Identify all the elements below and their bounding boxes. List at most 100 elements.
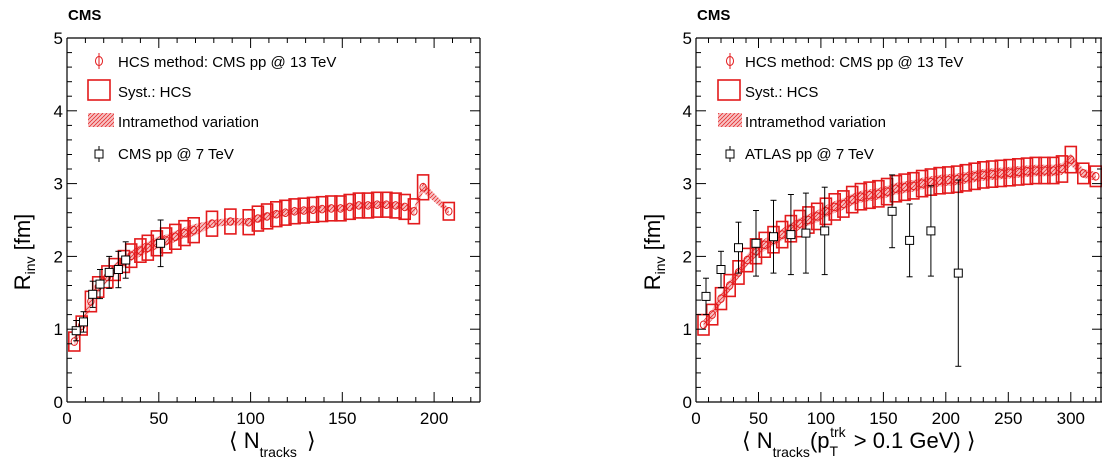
left-y-tick-label: 3 [54, 175, 63, 194]
right-ref-point-7 [820, 226, 830, 236]
left-hcs-point-16 [226, 217, 235, 226]
right-x-tick-label: 300 [1057, 409, 1085, 428]
right-y-tick-label: 4 [683, 102, 692, 121]
right-y-tick-label: 3 [683, 175, 692, 194]
left-syst-box-34 [398, 193, 412, 221]
right-legend-hcs: HCS method: CMS pp @ 13 TeV [745, 54, 963, 71]
right-legend-variation: Intramethod variation [745, 114, 886, 131]
left-y-tick-label: 1 [54, 320, 63, 339]
left-hcs-point-35 [410, 207, 418, 216]
right-ref-point-11 [953, 268, 963, 278]
right-hcs-point-32 [979, 170, 987, 180]
left-syst-box-22 [288, 198, 301, 225]
left-y-tick-label: 5 [54, 29, 63, 48]
right-ref-point-10 [926, 226, 936, 236]
left-syst-box-14 [187, 217, 200, 244]
right-ref-point-0 [701, 291, 711, 301]
left-y-tick-label: 4 [54, 102, 63, 121]
right-x-tick-label: 150 [869, 409, 897, 428]
right-syst-box-43 [1077, 162, 1090, 185]
left-y-tick-label: 0 [54, 393, 63, 412]
right-hcs-point-33 [988, 169, 996, 179]
right-hcs-point-21 [883, 187, 891, 196]
right-legend-variation-marker [718, 113, 742, 127]
right-hcs-point-17 [848, 195, 856, 204]
left-ref-point-4 [104, 267, 114, 277]
left-syst-box-36 [416, 174, 430, 201]
left-syst-box-33 [389, 192, 402, 219]
right-hcs-point-36 [1014, 167, 1022, 177]
left-syst-box-35 [407, 198, 421, 225]
right-ref-point-1 [716, 265, 726, 274]
left-hcs-point-21 [281, 208, 290, 217]
right-hcs-point-43 [1079, 169, 1088, 178]
left-hcs-point-29 [355, 201, 363, 210]
left-ref-point-7 [156, 238, 166, 248]
left-x-tick-label: 200 [420, 409, 448, 428]
left-x-tick-label: 0 [62, 409, 71, 428]
right-hcs-point-27 [935, 176, 944, 185]
left-syst-box-20 [269, 201, 283, 228]
right-ref-point-4 [769, 232, 778, 242]
left-hcs-point-31 [373, 200, 381, 209]
left-legend-hcs-marker [95, 53, 103, 69]
left-syst-box-17 [242, 209, 255, 236]
right-y-axis-title: Rinv [fm] [640, 214, 668, 291]
left-hcs-point-22 [290, 207, 299, 216]
right-hcs-point-23 [900, 182, 909, 192]
left-ref-point-0 [71, 326, 81, 336]
left-hcs-point-33 [391, 201, 400, 210]
right-syst-box-42 [1064, 145, 1078, 174]
right-cms-label: CMS [697, 7, 730, 24]
right-x-axis-title: ⟨ Ntracks(pTtrk > 0.1 GeV) ⟩ [742, 424, 975, 460]
right-syst-box-16 [837, 190, 850, 218]
left-legend-variation: Intramethod variation [118, 114, 259, 131]
right-x-tick-label: 250 [994, 409, 1022, 428]
left-hcs-point-37 [445, 207, 453, 216]
right-y-tick-label: 1 [683, 320, 692, 339]
left-hcs-point-9 [144, 243, 152, 252]
left-x-tick-label: 50 [149, 409, 168, 428]
left-hcs-point-34 [401, 202, 409, 212]
left-syst-box-23 [297, 197, 311, 224]
right-hcs-point-35 [1005, 168, 1014, 177]
left-syst-box-28 [343, 193, 357, 221]
right-x-tick-label: 50 [749, 409, 768, 428]
left-hcs-point-12 [171, 232, 180, 241]
right-syst-box-14 [819, 197, 833, 226]
left-hcs-point-17 [245, 217, 253, 227]
right-ref-point-8 [887, 206, 897, 216]
left-syst-box-27 [334, 195, 347, 222]
right-syst-box-17 [845, 185, 859, 214]
left-hcs-point-13 [180, 228, 189, 238]
right-hcs-point-20 [874, 189, 883, 199]
left-x-axis-title: ⟨ Ntracks ⟩ [229, 428, 316, 460]
right-legend-syst: Syst.: HCS [745, 84, 818, 101]
right-hcs-point-24 [909, 181, 918, 191]
right-legend-ref-marker [725, 146, 735, 162]
right-x-tick-label: 0 [691, 409, 700, 428]
right-hcs-point-28 [944, 175, 952, 185]
left-syst-box-13 [178, 219, 191, 247]
right-hcs-point-22 [892, 184, 900, 193]
right-hcs-point-16 [839, 199, 848, 209]
right-hcs-point-31 [970, 172, 979, 181]
left-x-tick-label: 100 [236, 409, 264, 428]
right-y-tick-label: 0 [683, 393, 692, 412]
right-hcs-point-15 [831, 202, 839, 212]
right-hcs-point-5 [743, 255, 751, 265]
left-hcs-point-15 [208, 219, 216, 228]
left-cms-label: CMS [68, 7, 101, 24]
left-hcs-point-23 [300, 206, 308, 215]
left-ref-point-1 [79, 317, 88, 327]
left-hcs-point-25 [318, 204, 326, 214]
left-syst-box-15 [205, 210, 219, 237]
left-hcs-point-26 [327, 204, 335, 213]
right-ref-point-9 [905, 235, 915, 245]
right-ref-point-5 [786, 230, 796, 240]
right-syst-box-3 [723, 273, 737, 298]
left-syst-box-18 [251, 205, 265, 232]
left-legend-variation-marker [88, 113, 114, 127]
